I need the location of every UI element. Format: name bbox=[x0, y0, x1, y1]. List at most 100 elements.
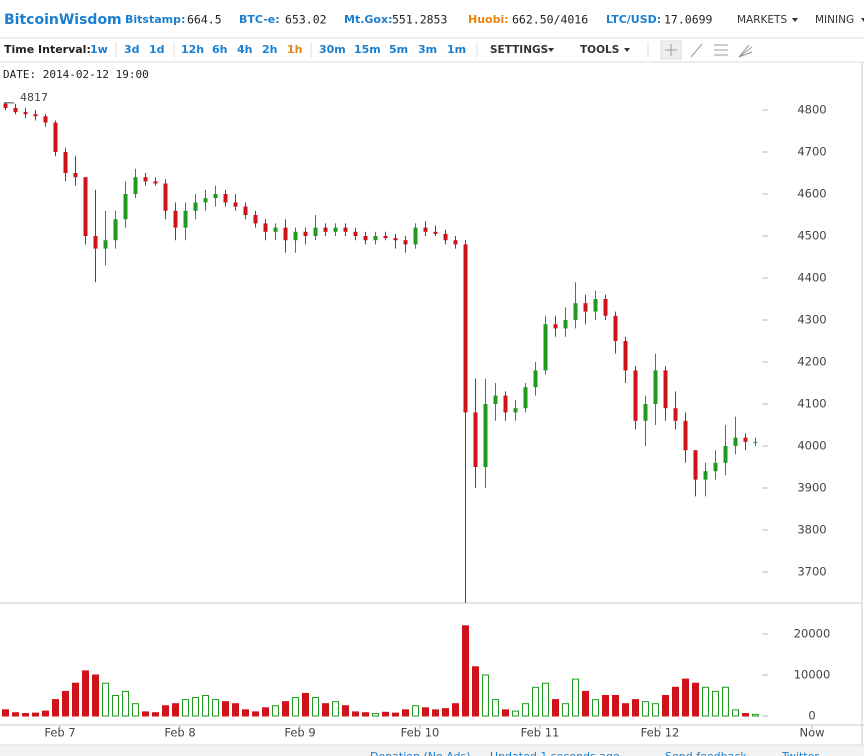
toolbar-menu[interactable]: SETTINGS bbox=[490, 44, 548, 56]
candle-body bbox=[463, 244, 468, 413]
candle-body bbox=[543, 324, 548, 371]
candle-body bbox=[233, 202, 238, 207]
candle-body bbox=[603, 299, 608, 316]
volume-bar bbox=[482, 674, 489, 717]
candle-body bbox=[613, 315, 618, 341]
ticker-label[interactable]: BTC-e: bbox=[239, 13, 280, 26]
candle-body bbox=[683, 420, 688, 451]
tool-icons bbox=[660, 40, 753, 60]
ticker-value: 551.2853 bbox=[392, 13, 447, 27]
volume-bar bbox=[82, 670, 89, 717]
candle-body bbox=[333, 227, 338, 232]
x-tick-label: Feb 10 bbox=[401, 726, 440, 740]
ticker-label[interactable]: Huobi: bbox=[468, 13, 509, 26]
interval-button[interactable]: 6h bbox=[212, 43, 228, 56]
interval-button[interactable]: 5m bbox=[389, 43, 408, 56]
toolbar-menu[interactable]: TOOLS bbox=[580, 44, 619, 56]
candle-body bbox=[663, 370, 668, 409]
interval-button[interactable]: 1m bbox=[447, 43, 466, 56]
volume-bar bbox=[242, 709, 249, 717]
candle-body bbox=[453, 240, 458, 245]
volume-bar bbox=[322, 703, 329, 717]
volume-bar bbox=[122, 690, 129, 717]
interval-button[interactable]: 3d bbox=[124, 43, 140, 56]
interval-button[interactable]: 4h bbox=[237, 43, 253, 56]
interval-button[interactable]: 30m bbox=[319, 43, 346, 56]
footer-link[interactable]: Twitter bbox=[781, 750, 819, 756]
tool-line[interactable] bbox=[690, 43, 703, 58]
candle-body bbox=[633, 370, 638, 421]
candle-body bbox=[553, 324, 558, 329]
volume-bar bbox=[702, 686, 709, 717]
ticker-value: 664.5 bbox=[187, 13, 222, 27]
volume-bar bbox=[92, 674, 99, 717]
interval-button[interactable]: 1w bbox=[90, 43, 108, 56]
brand[interactable]: BitcoinWisdom bbox=[4, 12, 122, 28]
tool-hlines[interactable] bbox=[714, 44, 728, 56]
footer-link[interactable]: Send feedback bbox=[665, 750, 747, 756]
volume-bar bbox=[722, 686, 729, 717]
interval-button[interactable]: 15m bbox=[354, 43, 381, 56]
candle-body bbox=[3, 103, 8, 108]
interval-button[interactable]: 1d bbox=[149, 43, 165, 56]
volume-bar bbox=[342, 705, 349, 717]
candle-body bbox=[23, 112, 28, 115]
y-tick-label: 3900 bbox=[797, 481, 826, 495]
ticker-label[interactable]: LTC/USD: bbox=[606, 13, 661, 26]
interval-button[interactable]: 2h bbox=[262, 43, 278, 56]
interval-button[interactable]: 1h bbox=[287, 43, 303, 56]
volume-bar bbox=[52, 699, 59, 717]
footer-link[interactable]: Donation (No Ads) bbox=[370, 750, 471, 756]
volume-bar bbox=[612, 695, 619, 717]
volume-bar bbox=[732, 709, 739, 717]
tool-fan[interactable] bbox=[738, 44, 753, 58]
interval-button[interactable]: 12h bbox=[181, 43, 204, 56]
volume-bar bbox=[42, 710, 49, 717]
candle-body bbox=[63, 152, 68, 173]
volume-bar bbox=[512, 710, 519, 717]
volume-bar bbox=[132, 703, 139, 717]
x-tick-label: Feb 8 bbox=[164, 726, 195, 740]
volume-bar bbox=[622, 703, 629, 717]
volume-bar bbox=[252, 711, 259, 717]
candle-body bbox=[573, 303, 578, 320]
volume-bar bbox=[552, 699, 559, 717]
volume-bar bbox=[752, 713, 759, 717]
candle-body bbox=[473, 412, 478, 467]
volume-bar bbox=[182, 699, 189, 717]
candle-body bbox=[383, 236, 388, 239]
volume-bar bbox=[332, 701, 339, 717]
candle-body bbox=[753, 441, 758, 443]
volume-bar bbox=[632, 699, 639, 717]
volume-bar bbox=[382, 711, 389, 717]
candle-body bbox=[703, 471, 708, 480]
candle-body bbox=[413, 227, 418, 245]
volume-bar bbox=[392, 712, 399, 717]
footer-link[interactable]: Updated 1 seconds ago bbox=[490, 750, 620, 756]
ticker-label[interactable]: Bitstamp: bbox=[125, 13, 185, 26]
volume-bar bbox=[352, 711, 359, 717]
menu[interactable]: MINING bbox=[815, 14, 854, 26]
ticker-label[interactable]: Mt.Gox: bbox=[344, 13, 392, 26]
date-readout: DATE: 2014-02-12 19:00 bbox=[3, 68, 149, 81]
y-tick-label: 4300 bbox=[797, 313, 826, 327]
volume-bar bbox=[672, 686, 679, 717]
candle-body bbox=[533, 370, 538, 388]
interval-button[interactable]: 3m bbox=[418, 43, 437, 56]
volume-bar bbox=[452, 703, 459, 717]
candle-body bbox=[303, 231, 308, 236]
y-tick-label: 4800 bbox=[797, 103, 826, 117]
volume-bar bbox=[422, 707, 429, 717]
volume-tick-label: 10000 bbox=[794, 668, 831, 682]
candle-body bbox=[163, 183, 168, 211]
volume-bar bbox=[492, 699, 499, 717]
candle-body bbox=[253, 215, 258, 224]
volume-bar bbox=[562, 703, 569, 717]
volume-bar bbox=[112, 695, 119, 717]
menu[interactable]: MARKETS bbox=[737, 14, 787, 26]
candle-body bbox=[653, 370, 658, 404]
candle-body bbox=[83, 177, 88, 236]
volume-bar bbox=[712, 690, 719, 717]
